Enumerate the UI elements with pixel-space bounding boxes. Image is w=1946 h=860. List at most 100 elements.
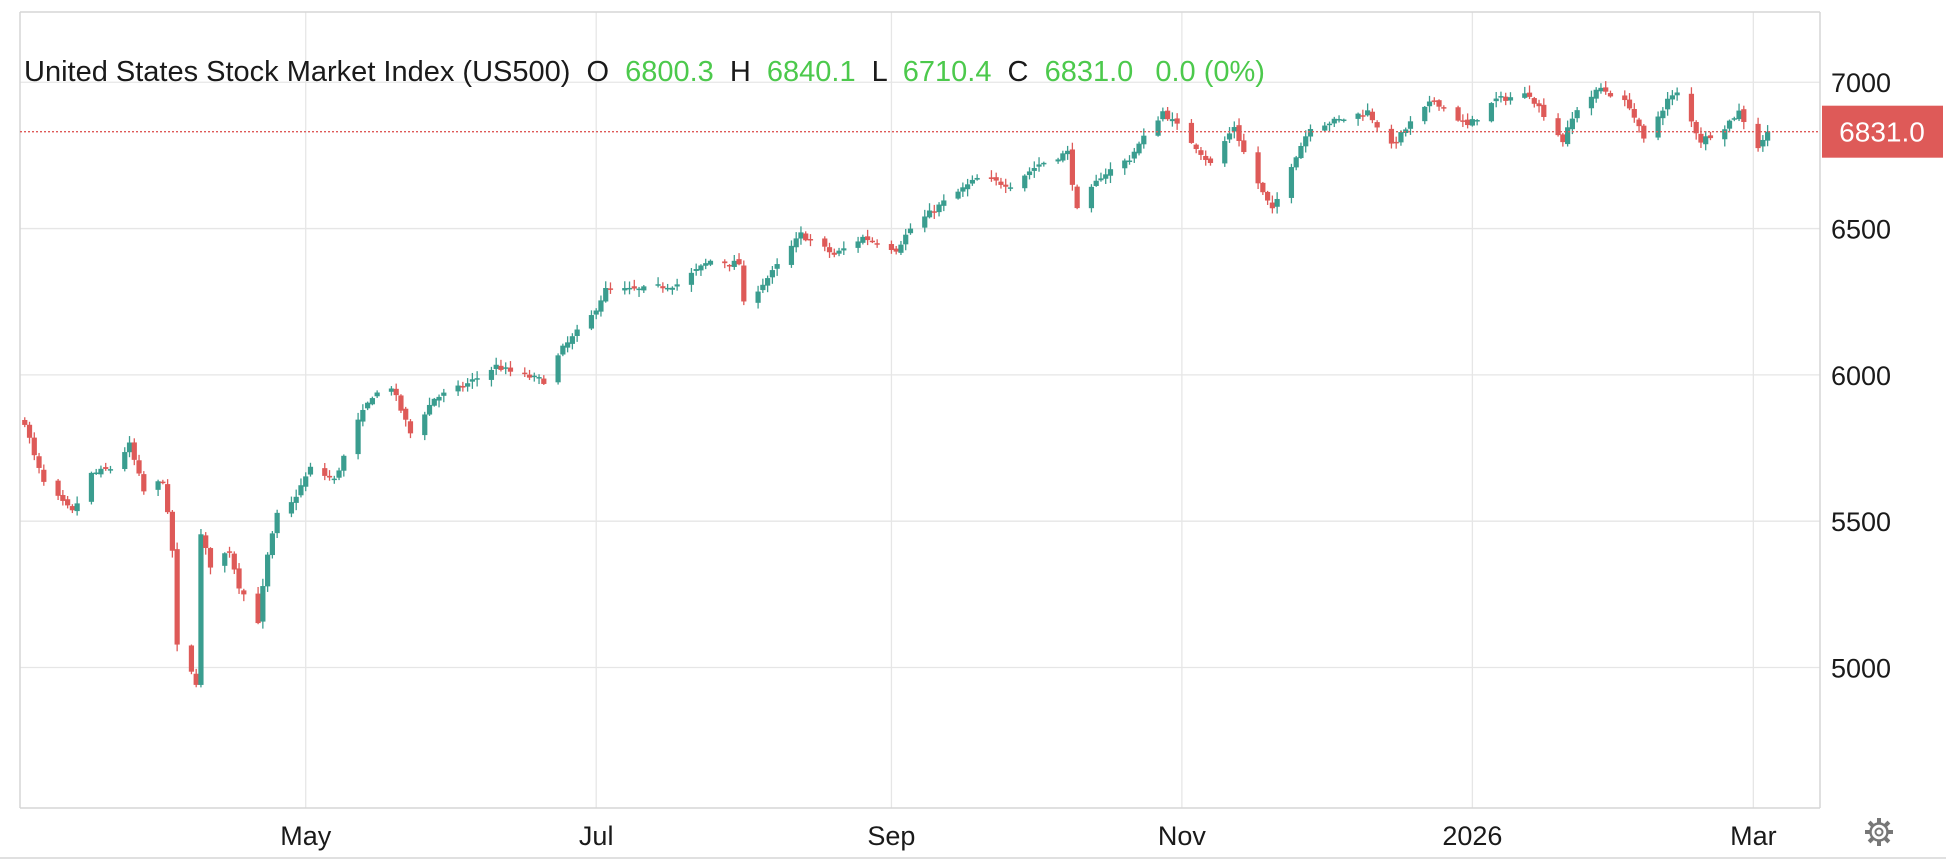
candle (936, 202, 942, 217)
candle (393, 383, 399, 401)
candle (1093, 174, 1099, 187)
candle (822, 236, 828, 252)
candle (436, 394, 442, 408)
candle (1141, 128, 1147, 149)
candle (907, 223, 914, 235)
candle (588, 310, 595, 331)
candle (626, 281, 633, 295)
candle (1322, 122, 1328, 132)
candle (322, 463, 328, 481)
candle (241, 588, 247, 602)
candle (665, 283, 671, 292)
candle (265, 552, 271, 592)
candle (1360, 109, 1366, 121)
candle (1622, 90, 1628, 107)
candle (31, 432, 37, 461)
x-axis: May Jul Sep Nov 2026 Mar (280, 821, 1776, 851)
candle (136, 454, 142, 476)
candle (922, 209, 928, 233)
candle (1436, 99, 1442, 111)
candle (1288, 163, 1295, 204)
chart-header: United States Stock Market Index (US500)… (24, 56, 1265, 88)
candle (1336, 115, 1342, 123)
candle (203, 532, 209, 555)
candle (488, 366, 495, 387)
candle (365, 401, 371, 411)
candle (974, 174, 980, 181)
candle (22, 417, 28, 428)
candle (655, 277, 661, 288)
candle (1569, 112, 1575, 135)
candle (1688, 87, 1695, 128)
candle (526, 369, 533, 381)
grid (20, 12, 1820, 808)
candle (1231, 121, 1237, 139)
candle (960, 182, 966, 197)
candle (65, 495, 71, 509)
x-tick-label: Mar (1730, 821, 1777, 851)
candle (926, 203, 933, 219)
candle (531, 372, 537, 382)
candle (1760, 135, 1766, 152)
candle (1388, 124, 1395, 149)
candle (160, 479, 166, 485)
candle (260, 578, 266, 629)
candle (1522, 86, 1528, 99)
candle (1722, 125, 1728, 147)
candle (1626, 93, 1633, 111)
candle (941, 194, 947, 212)
candle (88, 471, 95, 505)
candle (622, 281, 628, 295)
candle (1407, 116, 1414, 135)
candle (803, 231, 809, 242)
candle (198, 528, 204, 688)
y-tick-label: 6000 (1831, 361, 1891, 391)
candle (1703, 131, 1709, 151)
candle (555, 353, 561, 385)
candle (1193, 143, 1199, 154)
candle (841, 241, 847, 255)
candle (722, 259, 728, 269)
settings-icon[interactable] (1865, 818, 1893, 846)
candle (836, 247, 842, 257)
candle (607, 282, 614, 294)
candle (998, 177, 1004, 189)
candle (1393, 136, 1399, 149)
candle (507, 361, 514, 377)
candle (798, 226, 804, 245)
candle (1103, 168, 1109, 184)
x-tick-label: May (280, 821, 332, 851)
candle (593, 308, 599, 320)
candle (1607, 90, 1614, 98)
candle (1255, 146, 1261, 190)
candle (1755, 117, 1761, 152)
candle (731, 254, 737, 270)
candle (188, 644, 195, 675)
candle (1098, 172, 1104, 182)
candle (369, 396, 375, 406)
candle (336, 467, 342, 481)
last-price-label: 6831.0 (1839, 117, 1925, 148)
candle (1226, 127, 1233, 144)
candle (41, 464, 47, 486)
candle (122, 447, 128, 472)
candle (231, 551, 237, 575)
candle (988, 170, 995, 182)
candle (1588, 90, 1595, 116)
candle (293, 489, 299, 511)
candle (565, 336, 571, 353)
last-price-indicator: 6831.0 (20, 105, 1943, 158)
last-price-box (1822, 105, 1943, 158)
candle (36, 452, 42, 474)
candle (1698, 127, 1704, 148)
candle (631, 279, 637, 291)
candle (255, 586, 261, 625)
candle (398, 394, 404, 414)
candle (1107, 162, 1114, 184)
candle (1603, 81, 1609, 95)
candle (860, 234, 866, 245)
candle (1031, 161, 1037, 178)
candle (26, 421, 33, 444)
candle (1026, 167, 1033, 180)
